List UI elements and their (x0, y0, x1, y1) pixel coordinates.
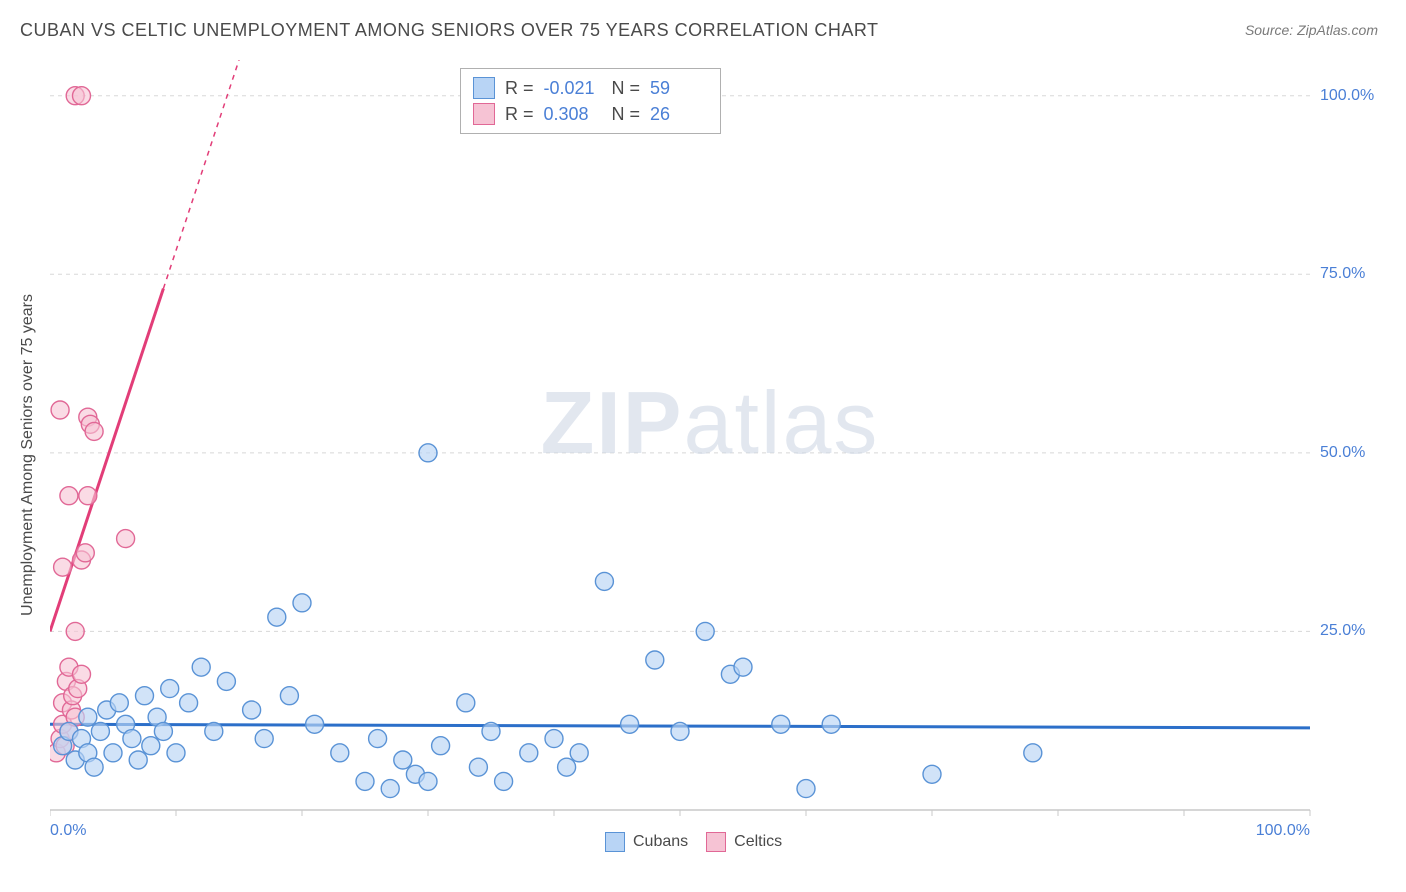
x-tick-label: 100.0% (1256, 822, 1310, 840)
y-tick-label: 25.0% (1320, 622, 1365, 640)
scatter-plot (50, 60, 1370, 850)
n-value-celtics: 26 (650, 104, 708, 125)
y-tick-label: 50.0% (1320, 444, 1365, 462)
chart-area: Unemployment Among Seniors over 75 years… (50, 60, 1370, 850)
swatch-celtics-icon (473, 103, 495, 125)
legend-swatch-cubans-icon (605, 832, 625, 852)
legend-item-celtics: Celtics (706, 832, 782, 852)
stats-row-cubans: R = -0.021 N = 59 (473, 75, 708, 101)
y-tick-label: 100.0% (1320, 87, 1374, 105)
source-value: ZipAtlas.com (1297, 22, 1378, 38)
legend-label-celtics: Celtics (734, 833, 782, 851)
stats-legend: R = -0.021 N = 59 R = 0.308 N = 26 (460, 68, 721, 134)
y-tick-label: 75.0% (1320, 265, 1365, 283)
y-axis-label: Unemployment Among Seniors over 75 years (19, 294, 37, 616)
swatch-cubans-icon (473, 77, 495, 99)
r-value-celtics: 0.308 (544, 104, 602, 125)
legend-item-cubans: Cubans (605, 832, 688, 852)
r-value-cubans: -0.021 (544, 78, 602, 99)
n-label: N = (612, 78, 641, 99)
x-tick-label: 0.0% (50, 822, 86, 840)
n-label: N = (612, 104, 641, 125)
stats-row-celtics: R = 0.308 N = 26 (473, 101, 708, 127)
r-label: R = (505, 78, 534, 99)
source-label: Source: (1245, 22, 1297, 38)
n-value-cubans: 59 (650, 78, 708, 99)
chart-title: CUBAN VS CELTIC UNEMPLOYMENT AMONG SENIO… (20, 20, 879, 41)
legend-swatch-celtics-icon (706, 832, 726, 852)
source-credit: Source: ZipAtlas.com (1245, 22, 1378, 38)
series-legend: Cubans Celtics (605, 832, 782, 852)
legend-label-cubans: Cubans (633, 833, 688, 851)
r-label: R = (505, 104, 534, 125)
